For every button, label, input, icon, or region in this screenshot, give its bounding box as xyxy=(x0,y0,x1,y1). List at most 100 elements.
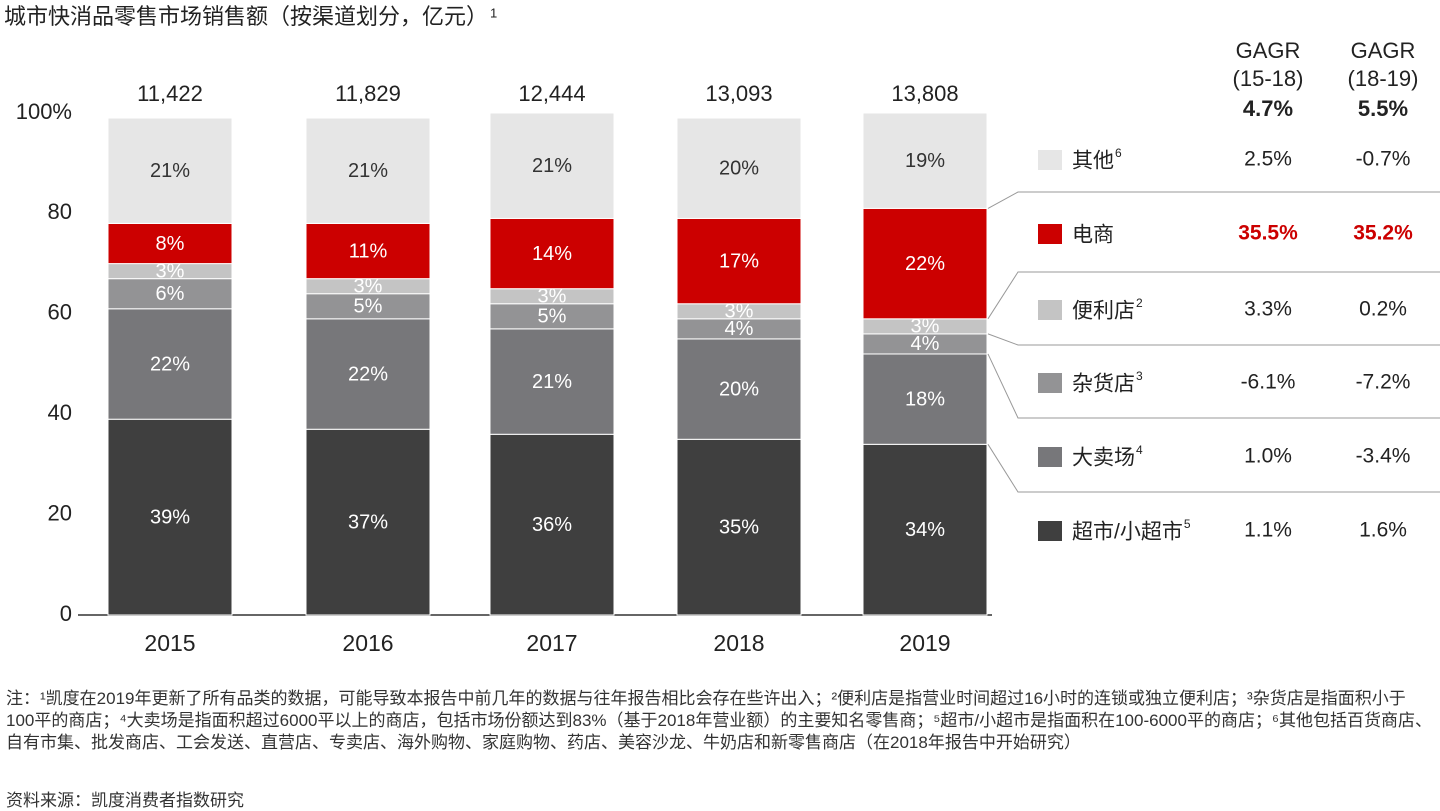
connector xyxy=(987,353,1440,419)
data-label: 8% xyxy=(156,233,185,255)
legend-label: 杂货店 xyxy=(1072,373,1135,396)
bar-segment xyxy=(107,308,233,420)
data-label: 11% xyxy=(349,240,388,262)
gagr-value: 1.0% xyxy=(1244,445,1292,468)
legend-swatch xyxy=(1038,521,1062,541)
data-label: 19% xyxy=(905,150,945,172)
bar-segment xyxy=(676,217,802,305)
connector xyxy=(987,271,1440,320)
gagr-value: -6.1% xyxy=(1241,371,1296,394)
bar-segment xyxy=(489,433,615,616)
legend-footnote: 2 xyxy=(1136,296,1143,310)
total-label: 11,422 xyxy=(137,81,203,106)
y-tick-label: 20 xyxy=(48,500,72,525)
gagr-value: 2.5% xyxy=(1244,148,1292,171)
data-label: 3% xyxy=(156,260,185,282)
bar-segment xyxy=(862,112,988,209)
y-tick-label: 100% xyxy=(16,99,72,124)
data-label: 6% xyxy=(156,283,185,305)
bar-segment xyxy=(676,117,802,219)
data-label: 20% xyxy=(719,158,759,180)
legend-swatch xyxy=(1038,224,1062,244)
gagr-value: 35.2% xyxy=(1353,222,1413,245)
gagr-header: GAGR xyxy=(1236,38,1301,63)
data-label: 21% xyxy=(150,160,190,182)
data-label: 5% xyxy=(354,296,383,318)
title-footnote: 1 xyxy=(490,5,497,20)
bar-segment xyxy=(305,428,431,616)
legend-swatch xyxy=(1038,447,1062,467)
x-tick-label: 2017 xyxy=(526,630,577,656)
bar-segment xyxy=(305,117,431,224)
bar-segment xyxy=(676,438,802,616)
gagr-value: -0.7% xyxy=(1356,148,1411,171)
total-label: 11,829 xyxy=(335,81,401,106)
y-tick-label: 0 xyxy=(60,601,72,626)
data-label: 22% xyxy=(905,253,945,275)
data-label: 3% xyxy=(911,316,940,338)
data-label: 3% xyxy=(354,275,383,297)
data-label: 4% xyxy=(725,318,754,340)
gagr-value: 1.6% xyxy=(1359,519,1407,542)
bar-segment xyxy=(676,338,802,440)
data-label: 4% xyxy=(911,333,940,355)
legend-label: 超市/小超市 xyxy=(1072,521,1183,544)
gagr-value: 3.3% xyxy=(1244,298,1292,321)
connector xyxy=(987,191,1440,209)
data-label: 5% xyxy=(538,306,567,328)
data-label: 3% xyxy=(538,286,567,308)
data-label: 21% xyxy=(532,371,572,393)
legend-swatch xyxy=(1038,373,1062,393)
gagr-header: (18-19) xyxy=(1348,66,1419,91)
data-label: 18% xyxy=(905,388,945,410)
total-label: 13,808 xyxy=(891,81,958,106)
x-tick-label: 2018 xyxy=(713,630,764,656)
connector xyxy=(987,444,1440,493)
data-label: 37% xyxy=(348,511,388,533)
data-label: 22% xyxy=(348,363,388,385)
gagr-header: 5.5% xyxy=(1358,96,1408,121)
x-tick-label: 2015 xyxy=(144,630,195,656)
bar-segment xyxy=(305,293,431,320)
bar-segment xyxy=(862,207,988,320)
total-label: 12,444 xyxy=(518,81,585,106)
bar-segment xyxy=(489,328,615,435)
data-label: 14% xyxy=(532,243,572,265)
gagr-value: 0.2% xyxy=(1359,298,1407,321)
data-label: 39% xyxy=(150,506,190,528)
legend-label: 电商 xyxy=(1072,224,1114,247)
bar-segment xyxy=(305,318,431,430)
connector xyxy=(987,333,1440,346)
bar-segment xyxy=(107,117,233,224)
bar-segment xyxy=(489,217,615,290)
data-label: 17% xyxy=(719,250,759,272)
legend-footnote: 4 xyxy=(1136,443,1143,457)
legend-footnote: 6 xyxy=(1115,146,1122,160)
gagr-value: -7.2% xyxy=(1356,371,1411,394)
gagr-header: 4.7% xyxy=(1243,96,1293,121)
data-label: 3% xyxy=(725,301,754,323)
data-label: 21% xyxy=(532,155,572,177)
bar-segment xyxy=(489,303,615,330)
bar-segment xyxy=(107,222,233,265)
data-label: 22% xyxy=(150,353,190,375)
chart-title: 城市快消品零售市场销售额（按渠道划分，亿元） xyxy=(4,4,488,29)
gagr-value: 35.5% xyxy=(1238,222,1298,245)
total-label: 13,093 xyxy=(705,81,772,106)
data-label: 34% xyxy=(905,519,945,541)
bar-segment xyxy=(862,443,988,616)
data-label: 36% xyxy=(532,514,572,536)
chart: 城市快消品零售市场销售额（按渠道划分，亿元） 1 0 20 40 60 80 100% 201… xyxy=(4,4,1440,656)
data-label: 20% xyxy=(719,378,759,400)
legend-label: 其他 xyxy=(1072,150,1114,173)
legend-swatch xyxy=(1038,150,1062,170)
bar-segment xyxy=(107,418,233,616)
y-tick-label: 80 xyxy=(48,199,72,224)
bar-segment xyxy=(862,353,988,445)
gagr-value: 1.1% xyxy=(1244,519,1292,542)
legend-swatch xyxy=(1038,300,1062,320)
bar-segment xyxy=(489,112,615,219)
y-tick-label: 40 xyxy=(48,400,72,425)
x-tick-label: 2016 xyxy=(342,630,393,656)
